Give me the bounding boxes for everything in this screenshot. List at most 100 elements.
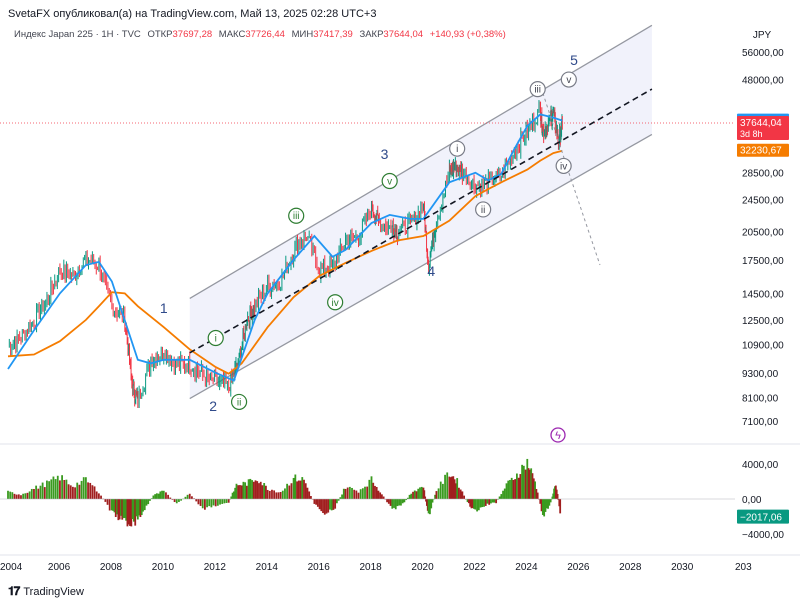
oscillator-bar [214, 499, 217, 507]
oscillator-bar [206, 499, 208, 508]
oscillator-bar [169, 497, 172, 499]
oscillator-bar [544, 499, 547, 512]
oscillator-bar [313, 499, 316, 504]
oscillator-bar [466, 499, 469, 503]
oscillator-bar [147, 499, 150, 505]
x-axis-tick-label: 203 [735, 562, 752, 573]
price-label-text: 37644,04 [740, 118, 782, 129]
x-axis-tick-label: 2016 [308, 562, 331, 573]
oscillator-bar [212, 499, 215, 506]
oscillator-bar [242, 481, 245, 499]
oscillator-bar [78, 484, 81, 499]
oscillator-bar [95, 491, 98, 499]
oscillator-bar [252, 481, 255, 499]
oscillator-bar [89, 482, 92, 499]
oscillator-bar [165, 492, 167, 499]
oscillator-bar [379, 492, 382, 499]
oscillator-bar [484, 499, 487, 506]
oscillator-bar [451, 476, 453, 499]
x-axis-tick-label: 2006 [48, 562, 71, 573]
oscillator-bar [344, 488, 347, 499]
oscillator-bar [9, 491, 12, 499]
oscillator-bar [72, 486, 74, 499]
oscillator-bar [33, 488, 35, 499]
oscillator-bar [517, 477, 520, 499]
oscillator-bar [512, 479, 515, 499]
wave-sublabel-iii: iii [534, 85, 541, 96]
oscillator-bar [431, 499, 434, 503]
oscillator-bar [234, 487, 237, 499]
oscillator-bar [120, 499, 122, 516]
oscillator-bar [161, 490, 163, 499]
oscillator-bar [372, 482, 375, 499]
tradingview-logo-icon: 𝟏𝟕 [8, 584, 20, 598]
osc-current-box [737, 509, 789, 524]
oscillator-bar [543, 499, 546, 517]
oscillator-bar [30, 488, 33, 499]
oscillator-bar [435, 491, 438, 499]
oscillator-bar [24, 493, 27, 499]
oscillator-bar [332, 499, 335, 510]
oscillator-bar [303, 479, 305, 499]
oscillator-bar [74, 487, 76, 499]
oscillator-bar [221, 499, 224, 504]
oscillator-bar [308, 491, 311, 499]
oscillator-bar [258, 483, 260, 499]
oscillator-bar [152, 495, 155, 499]
oscillator-bar [524, 469, 527, 499]
oscillator-bar [398, 499, 401, 506]
oscillator-bar [225, 499, 228, 503]
oscillator-bar [427, 499, 430, 514]
x-axis-tick-label: 2024 [515, 562, 538, 573]
oscillator-bar [401, 499, 404, 504]
oscillator-bar [116, 499, 118, 515]
oscillator-bar [268, 490, 271, 499]
oscillator-bar [173, 499, 176, 503]
oscillator-bar [530, 468, 533, 499]
oscillator-bar [97, 493, 100, 499]
oscillator-bar [65, 479, 68, 499]
oscillator-bar [500, 494, 503, 499]
oscillator-bar [125, 499, 128, 521]
oscillator-bar [459, 489, 462, 499]
oscillator-bar [288, 485, 291, 499]
oscillator-bar [509, 479, 511, 499]
oscillator-bar [201, 499, 204, 509]
wave-label-4: 4 [427, 263, 435, 279]
oscillator-bar [231, 492, 234, 499]
wave-sublabel-iii: iii [293, 211, 300, 222]
oscillator-bar [405, 499, 408, 501]
wave-circle [230, 393, 248, 411]
oscillator-bar [337, 499, 340, 501]
oscillator-group [7, 458, 562, 527]
oscillator-bar [310, 496, 312, 499]
oscillator-bar [306, 487, 309, 499]
wave-circle [207, 329, 224, 347]
oscillator-bar [138, 499, 141, 516]
oscillator-bar [486, 499, 489, 504]
oscillator-bar [39, 485, 42, 499]
oscillator-bar [374, 485, 376, 499]
oscillator-bar [452, 476, 455, 499]
oscillator-bar [498, 496, 501, 499]
oscillator-bar [271, 489, 273, 499]
oscillator-bar [256, 481, 259, 499]
x-axis-tick-label: 2010 [152, 562, 175, 573]
oscillator-bar [286, 483, 289, 499]
oscillator-bar [348, 486, 351, 499]
oscillator-bar [184, 496, 187, 499]
oscillator-bar [17, 494, 20, 499]
oscillator-bar [434, 494, 437, 499]
oscillator-bar [490, 499, 492, 504]
oscillator-bar [355, 490, 358, 499]
oscillator-bar [370, 476, 373, 499]
oscillator-bar [413, 490, 416, 499]
oscillator-bar [394, 499, 397, 510]
oscillator-bar [180, 499, 182, 501]
oscillator-bar [149, 499, 151, 501]
oscillator-bar [56, 475, 59, 499]
oscillator-bar [391, 499, 394, 509]
oscillator-bar [387, 499, 390, 504]
oscillator-bar [528, 469, 531, 499]
